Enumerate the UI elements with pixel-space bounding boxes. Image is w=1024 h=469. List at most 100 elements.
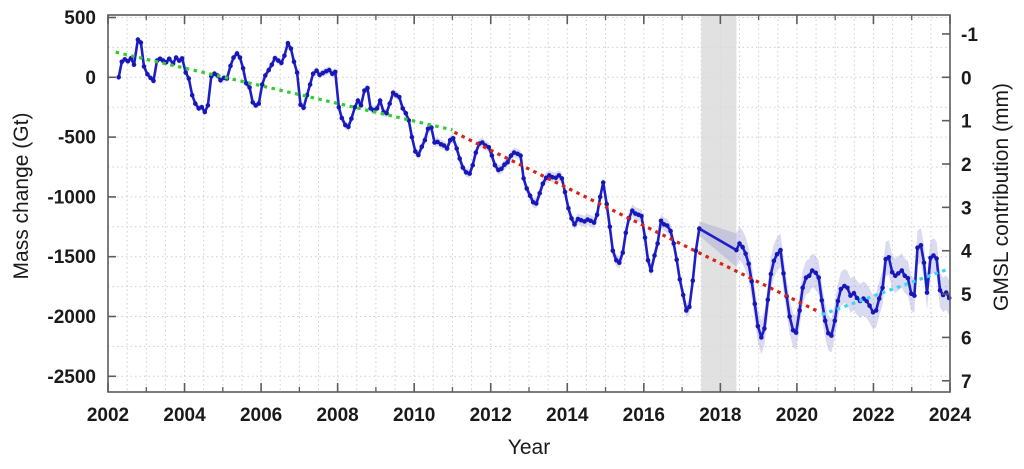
data-point-marker <box>269 62 275 67</box>
data-point-marker <box>677 277 683 282</box>
data-point-marker <box>591 220 597 225</box>
data-point-marker <box>279 60 284 66</box>
data-point-marker <box>826 330 831 336</box>
data-point-marker <box>617 260 622 266</box>
data-point-marker <box>374 106 380 111</box>
data-point-marker <box>755 323 761 329</box>
data-point-marker <box>492 162 498 168</box>
data-point-marker <box>740 244 745 250</box>
data-point-marker <box>848 293 853 298</box>
data-point-marker <box>886 254 892 260</box>
data-point-marker <box>569 216 574 221</box>
data-point-marker <box>806 273 812 279</box>
data-point-marker <box>148 75 153 81</box>
data-point-marker <box>746 261 751 267</box>
y-right-tick-label: 2 <box>961 155 972 176</box>
data-point-marker <box>793 330 799 335</box>
data-point-marker <box>620 250 626 255</box>
data-point-marker <box>358 103 364 108</box>
data-point-marker <box>835 298 841 304</box>
data-point-marker <box>298 102 303 108</box>
data-point-marker <box>263 73 268 78</box>
data-point-marker <box>597 194 603 200</box>
data-point-marker <box>138 40 144 45</box>
data-point-marker <box>768 271 774 277</box>
data-point-marker <box>604 201 609 207</box>
data-point-marker <box>397 94 402 100</box>
data-point-marker <box>486 145 492 150</box>
data-point-marker <box>864 298 869 304</box>
data-point-marker <box>873 308 879 313</box>
data-point-marker <box>854 295 860 301</box>
data-point-marker <box>240 66 246 71</box>
data-point-marker <box>684 308 689 313</box>
data-point-marker <box>400 106 406 111</box>
data-point-marker <box>889 269 895 275</box>
data-point-marker <box>403 110 409 116</box>
data-point-marker <box>572 222 577 227</box>
data-point-marker <box>524 186 529 191</box>
data-point-marker <box>648 268 654 273</box>
data-point-marker <box>781 271 786 276</box>
x-tick-label: 2010 <box>393 405 435 426</box>
data-point-marker <box>809 268 815 273</box>
data-point-marker <box>288 46 294 51</box>
data-point-marker <box>202 109 208 115</box>
data-point-marker <box>151 78 156 84</box>
data-point-marker <box>690 278 696 283</box>
data-point-marker <box>346 124 351 130</box>
x-tick-label: 2016 <box>623 405 665 426</box>
data-point-marker <box>876 296 882 301</box>
data-point-marker <box>444 146 450 151</box>
data-point-marker <box>534 201 539 206</box>
y-left-tick-label: 500 <box>64 8 96 29</box>
data-point-marker <box>556 173 562 178</box>
data-point-marker <box>787 314 792 319</box>
y-left-tick-label: -2000 <box>47 307 96 328</box>
data-point-marker <box>642 235 648 240</box>
data-point-marker <box>189 92 195 98</box>
data-point-marker <box>362 88 367 93</box>
data-point-marker <box>566 206 571 211</box>
y-right-tick-label: 6 <box>961 328 972 349</box>
x-tick-label: 2020 <box>776 405 818 426</box>
data-point-marker <box>671 241 676 246</box>
data-point-marker <box>186 76 192 81</box>
data-point-marker <box>752 301 758 307</box>
data-point-marker <box>173 55 179 60</box>
data-point-marker <box>553 175 559 181</box>
data-point-marker <box>816 275 821 280</box>
x-tick-label: 2012 <box>470 405 512 426</box>
data-point-marker <box>419 144 425 149</box>
data-point-marker <box>480 140 485 145</box>
data-point-marker <box>559 176 565 181</box>
mass-change-line <box>117 38 951 339</box>
x-tick-label: 2024 <box>929 405 972 426</box>
y-left-tick-label: 0 <box>85 68 96 89</box>
data-point-marker <box>749 278 754 284</box>
data-point-marker <box>141 64 147 69</box>
data-point-marker <box>247 85 252 90</box>
data-point-marker <box>336 104 342 110</box>
data-point-marker <box>778 247 783 253</box>
data-point-marker <box>521 176 526 181</box>
x-tick-label: 2018 <box>699 405 741 426</box>
data-point-marker <box>320 70 326 76</box>
data-point-marker <box>924 290 930 295</box>
data-point-marker <box>813 270 818 276</box>
data-point-marker <box>339 115 345 121</box>
data-point-marker <box>743 251 748 256</box>
data-point-marker <box>470 162 476 168</box>
data-point-marker <box>896 271 901 276</box>
y-right-tick-label: 5 <box>961 285 972 306</box>
data-point-marker <box>231 55 236 60</box>
data-point-marker <box>301 105 306 111</box>
data-point-marker <box>422 137 428 143</box>
data-point-marker <box>600 180 606 185</box>
data-point-marker <box>390 90 396 96</box>
data-point-marker <box>762 326 767 331</box>
data-point-marker <box>502 162 507 167</box>
data-point-marker <box>467 171 473 176</box>
y-left-tick-label: -2500 <box>47 367 96 388</box>
data-point-marker <box>454 146 460 151</box>
